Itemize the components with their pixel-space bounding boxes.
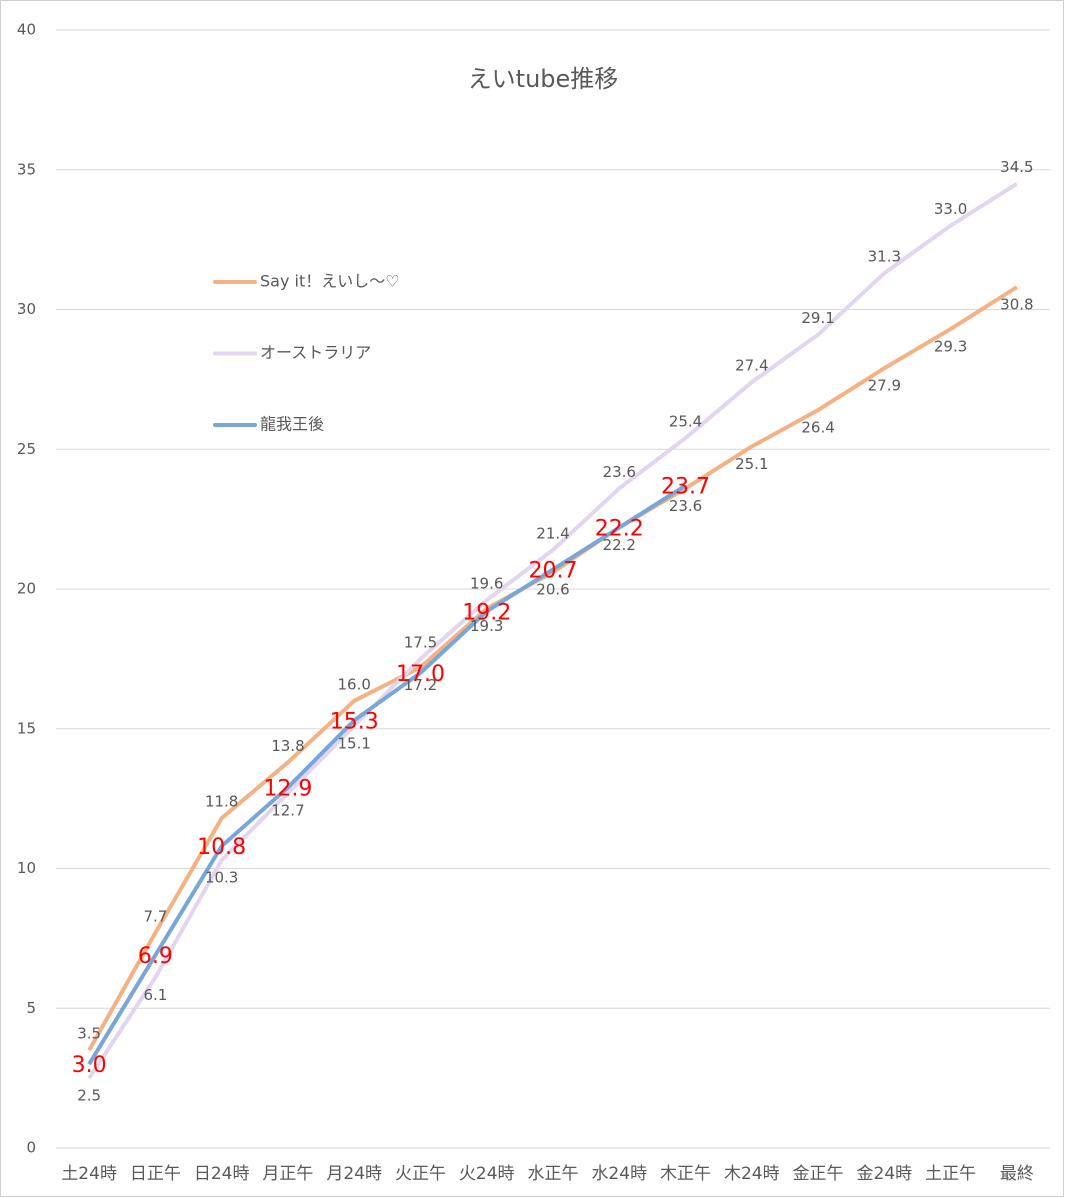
x-tick-label: 火正午: [395, 1164, 446, 1184]
data-label: 12.7: [271, 802, 304, 820]
data-label: 11.8: [205, 793, 238, 811]
x-tick-label: 土正午: [925, 1164, 976, 1184]
data-label: 34.5: [1000, 158, 1033, 176]
data-label: 27.9: [868, 377, 901, 395]
data-label: 25.1: [735, 455, 768, 473]
legend-label: Say it！えいし～♡: [260, 272, 400, 291]
data-label: 6.1: [143, 986, 167, 1004]
data-label: 25.4: [669, 413, 702, 431]
x-tick-label: 日24時: [194, 1164, 250, 1184]
data-label: 33.0: [934, 200, 967, 218]
x-tick-label: 木正午: [660, 1164, 711, 1184]
x-tick-label: 日正午: [130, 1164, 181, 1184]
data-label: 2.5: [77, 1087, 101, 1105]
y-tick-label: 20: [17, 580, 36, 598]
data-label: 19.2: [462, 600, 511, 625]
x-tick-label: 水正午: [528, 1164, 579, 1184]
x-tick-label: 金24時: [857, 1164, 913, 1184]
data-label: 15.1: [337, 734, 370, 752]
legend-label: オーストラリア: [260, 343, 371, 362]
data-label: 31.3: [868, 248, 901, 266]
legend-label: 龍我王後: [260, 415, 324, 434]
y-tick-label: 40: [17, 21, 36, 39]
data-label: 10.3: [205, 869, 238, 887]
data-label: 19.3: [470, 617, 503, 635]
data-label: 16.0: [337, 675, 370, 693]
series-line: [87, 285, 1018, 1052]
y-tick-label: 15: [17, 719, 36, 737]
data-label: 3.5: [77, 1025, 101, 1043]
x-tick-label: 月正午: [262, 1164, 313, 1184]
data-label: 15.3: [330, 709, 379, 734]
y-tick-label: 35: [17, 160, 36, 178]
data-label: 6.9: [138, 944, 173, 969]
x-tick-label: 月24時: [326, 1164, 382, 1184]
y-tick-label: 30: [17, 300, 36, 318]
data-label: 7.7: [143, 907, 167, 925]
data-label: 20.6: [536, 581, 569, 599]
data-label: 17.5: [404, 633, 437, 651]
y-tick-label: 25: [17, 440, 36, 458]
y-tick-label: 5: [26, 999, 36, 1017]
y-tick-label: 0: [26, 1139, 36, 1157]
chart-title: えいtube推移: [468, 65, 619, 93]
data-label: 26.4: [801, 419, 834, 437]
data-label: 22.2: [603, 536, 636, 554]
data-label: 10.8: [197, 835, 246, 860]
data-label: 21.4: [536, 524, 569, 542]
x-tick-label: 金正午: [793, 1164, 844, 1184]
data-label: 3.0: [72, 1053, 107, 1078]
data-label: 23.7: [661, 475, 710, 500]
data-label: 29.3: [934, 338, 967, 356]
data-label: 23.6: [669, 497, 702, 515]
data-label: 22.2: [595, 517, 644, 542]
x-tick-label: 木24時: [724, 1164, 780, 1184]
data-label: 23.6: [603, 463, 636, 481]
data-label: 27.4: [735, 357, 768, 375]
x-tick-label: 水24時: [591, 1164, 647, 1184]
x-tick-label: 土24時: [61, 1164, 117, 1184]
x-tick-label: 最終: [1000, 1164, 1034, 1184]
data-label: 30.8: [1000, 296, 1033, 314]
series-line: [87, 182, 1018, 1080]
data-label: 29.1: [801, 309, 834, 327]
y-tick-label: 10: [17, 859, 36, 877]
data-label: 13.8: [271, 737, 304, 755]
data-label: 19.6: [470, 575, 503, 593]
data-label: 12.9: [263, 776, 312, 801]
data-label: 17.2: [404, 676, 437, 694]
data-label: 17.0: [396, 662, 445, 687]
data-label: 20.7: [529, 558, 578, 583]
x-tick-label: 火24時: [459, 1164, 515, 1184]
series-line: [87, 483, 687, 1066]
